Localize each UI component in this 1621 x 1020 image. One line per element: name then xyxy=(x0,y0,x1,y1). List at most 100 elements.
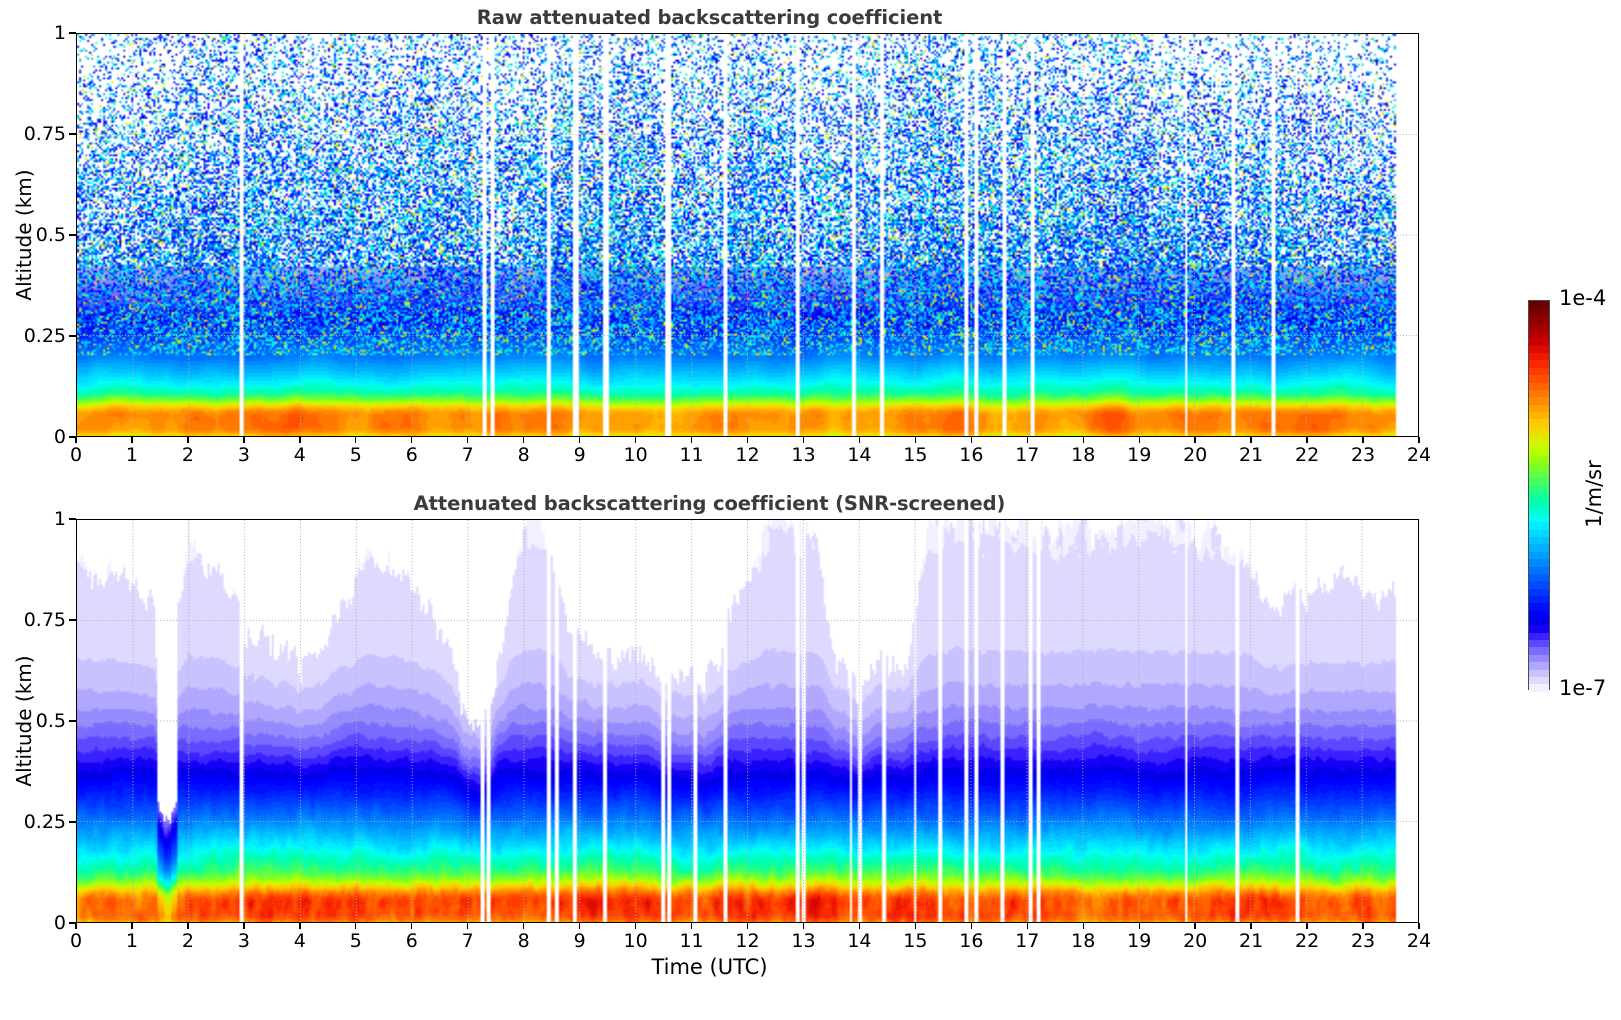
panel-screened-y-tickmark-0 xyxy=(69,922,76,924)
panel-raw-x-tick-21: 21 xyxy=(1239,444,1264,466)
panel-raw-y-tick-0: 0 xyxy=(53,426,66,448)
panel-raw-x-tickmark-18 xyxy=(1082,437,1084,443)
panel-screened-y-tick-4: 1 xyxy=(53,508,66,530)
panel-screened-x-axis-label: Time (UTC) xyxy=(651,955,768,979)
panel-screened-x-tick-14: 14 xyxy=(847,930,872,952)
panel-raw-y-tick-3: 0.75 xyxy=(23,123,66,145)
colorbar-segment xyxy=(1529,639,1549,648)
colorbar-segment xyxy=(1529,359,1549,368)
panel-raw-x-tickmark-20 xyxy=(1194,437,1196,443)
panel-raw-x-tick-19: 19 xyxy=(1127,444,1152,466)
panel-raw-x-tickmark-2 xyxy=(187,437,189,443)
panel-screened-x-tickmark-1 xyxy=(131,923,133,929)
panel-screened-x-tick-3: 3 xyxy=(237,930,250,952)
panel-screened-x-tickmark-10 xyxy=(634,923,637,929)
colorbar-segment xyxy=(1529,661,1549,670)
panel-screened-y-tick-3: 0.75 xyxy=(23,609,66,631)
colorbar: 1e-4 1e-7 xyxy=(1528,286,1606,700)
colorbar-segment xyxy=(1529,477,1549,486)
colorbar-segment xyxy=(1529,367,1549,376)
colorbar-segment xyxy=(1529,330,1549,339)
panel-raw-x-tickmark-24 xyxy=(1418,437,1420,443)
panel-screened-x-tickmark-20 xyxy=(1194,923,1196,929)
colorbar-segment xyxy=(1529,462,1549,471)
panel-screened-x-tickmark-0 xyxy=(75,923,77,929)
panel-raw-x-tick-12: 12 xyxy=(735,444,760,466)
panel-screened-x-tick-23: 23 xyxy=(1350,930,1376,952)
panel-screened-x-tickmark-5 xyxy=(355,923,357,929)
colorbar-segment xyxy=(1529,654,1549,663)
colorbar-segment xyxy=(1529,374,1549,383)
panel-raw-x-tickmark-11 xyxy=(690,437,693,443)
panel-screened-x-tickmark-8 xyxy=(522,923,525,929)
panel-screened-plot-area xyxy=(76,519,1419,923)
panel-screened-y-tick-0: 0 xyxy=(53,912,66,934)
panel-screened-heatmap xyxy=(77,520,1418,922)
colorbar-segment xyxy=(1529,492,1549,501)
panel-raw-x-tick-3: 3 xyxy=(237,444,250,466)
panel-screened-x-tick-4: 4 xyxy=(293,930,306,952)
panel-screened-x-tick-19: 19 xyxy=(1127,930,1152,952)
colorbar-min-label: 1e-7 xyxy=(1559,676,1607,700)
panel-screened-x-tickmark-13 xyxy=(802,923,805,929)
panel-raw-x-tick-0: 0 xyxy=(69,444,83,466)
colorbar-segment xyxy=(1529,587,1549,596)
panel-raw-y-tickmark-0 xyxy=(69,436,76,438)
panel-raw-plot-area xyxy=(76,33,1419,437)
colorbar-segment xyxy=(1529,433,1549,442)
panel-screened-x-tickmark-12 xyxy=(746,923,749,929)
colorbar-segment xyxy=(1529,389,1549,398)
colorbar-segment xyxy=(1529,315,1549,324)
panel-screened-y-tick-1: 0.25 xyxy=(23,811,66,833)
panel-raw-x-tickmark-9 xyxy=(578,437,581,443)
colorbar-segment xyxy=(1529,381,1549,390)
panel-raw-x-tick-14: 14 xyxy=(847,444,872,466)
colorbar-segment xyxy=(1529,514,1549,523)
panel-raw-x-tickmark-13 xyxy=(802,437,805,443)
colorbar-segment xyxy=(1529,668,1549,677)
panel-raw-x-tickmark-16 xyxy=(970,437,973,443)
panel-screened-x-tick-5: 5 xyxy=(349,930,362,952)
colorbar-segment xyxy=(1529,536,1549,545)
colorbar-segment xyxy=(1529,521,1549,530)
panel-screened-title: Attenuated backscattering coefficient (S… xyxy=(413,492,1006,515)
panel-raw-x-tickmark-0 xyxy=(75,437,77,443)
panel-screened-x-tick-15: 15 xyxy=(903,930,928,952)
panel-screened-x-tickmark-24 xyxy=(1418,923,1420,929)
panel-raw-x-tick-16: 16 xyxy=(959,444,984,466)
panel-raw-x-tick-17: 17 xyxy=(1015,444,1040,466)
panel-screened-x-tickmark-14 xyxy=(858,923,861,929)
panel-raw-y-tickmark-3 xyxy=(69,133,76,135)
panel-screened-x-tick-2: 2 xyxy=(181,930,194,952)
colorbar-segment xyxy=(1529,646,1549,655)
panel-raw-x-tick-1: 1 xyxy=(125,444,138,466)
panel-screened-x-tickmark-11 xyxy=(690,923,693,929)
colorbar-segment xyxy=(1529,426,1549,435)
panel-screened-y-tickmark-4 xyxy=(69,518,76,520)
panel-raw-x-tickmark-22 xyxy=(1306,437,1308,443)
colorbar-segment xyxy=(1529,624,1549,633)
panel-screened-x-tick-18: 18 xyxy=(1071,930,1096,952)
panel-screened-x-tick-7: 7 xyxy=(461,930,474,952)
colorbar-gradient xyxy=(1528,300,1550,692)
panel-screened-x-tickmark-7 xyxy=(467,923,469,929)
panel-screened-x-tickmark-21 xyxy=(1250,923,1252,929)
colorbar-segment xyxy=(1529,484,1549,493)
panel-screened-x-tick-13: 13 xyxy=(791,930,816,952)
panel-raw-y-tick-1: 0.25 xyxy=(23,325,66,347)
panel-raw-x-tickmark-23 xyxy=(1362,437,1364,443)
panel-screened-x-tick-0: 0 xyxy=(69,930,83,952)
panel-raw-x-tick-6: 6 xyxy=(405,444,418,466)
colorbar-segment xyxy=(1529,448,1549,457)
colorbar-segment xyxy=(1529,632,1549,641)
colorbar-segment xyxy=(1529,565,1549,574)
colorbar-segment xyxy=(1529,308,1549,317)
colorbar-segment xyxy=(1529,551,1549,560)
panel-screened-x-tick-17: 17 xyxy=(1015,930,1040,952)
colorbar-segment xyxy=(1529,455,1549,464)
panel-screened-x-tick-16: 16 xyxy=(959,930,984,952)
colorbar-segment xyxy=(1529,573,1549,582)
panel-raw-x-tickmark-6 xyxy=(411,437,413,443)
panel-raw-y-tickmark-1 xyxy=(69,335,76,337)
